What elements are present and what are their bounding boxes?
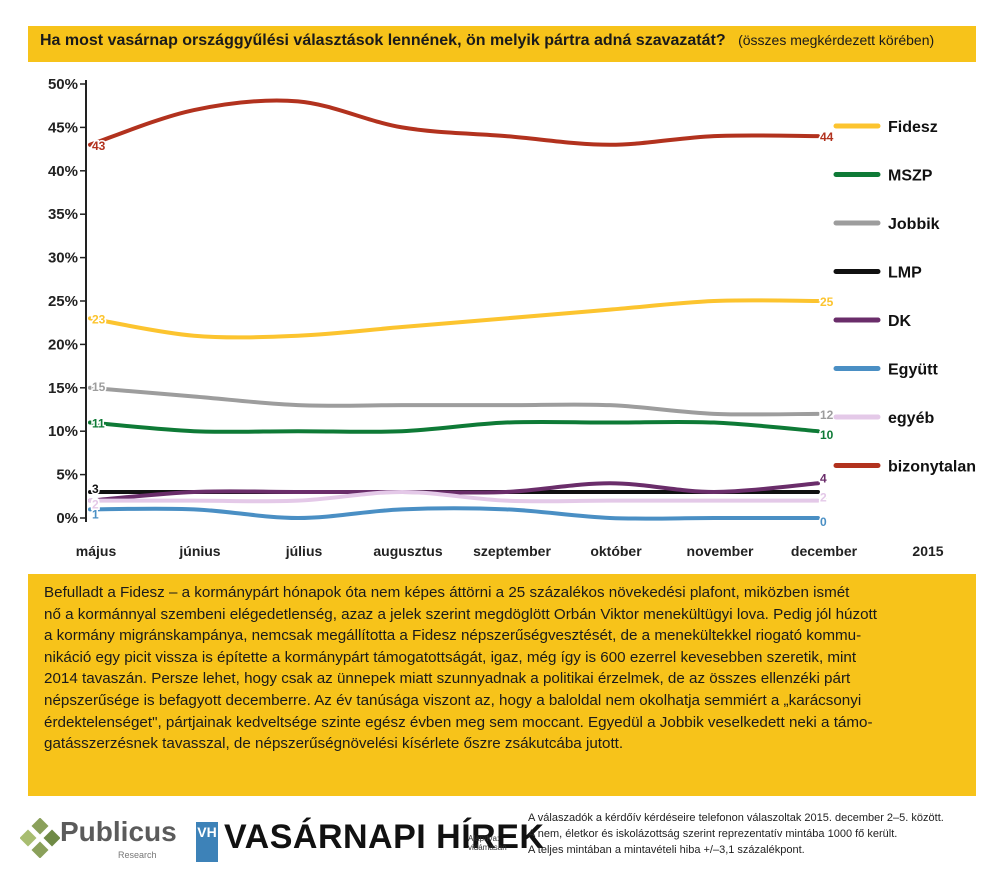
- series-end-label: 4: [820, 471, 827, 485]
- legend-label: Fidesz: [888, 119, 938, 136]
- series-start-label: 1: [92, 507, 99, 521]
- y-tick-label: 0%: [56, 510, 78, 527]
- vasarnapi-hirek-name: VASÁRNAPI HÍREK: [224, 818, 545, 856]
- legend-label: MSZP: [888, 168, 933, 185]
- series-start-label: 2: [92, 497, 99, 511]
- series-start-label: 23: [92, 312, 106, 326]
- footnote: A válaszadók a kérdőív kérdéseire telefo…: [528, 812, 944, 824]
- series-end-label: 44: [820, 130, 834, 144]
- vh-logo-icon: VH: [196, 822, 218, 862]
- article-line: gatásszerzésnek tavasszal, de népszerűsé…: [44, 735, 624, 753]
- series-end-label: 10: [820, 428, 834, 442]
- y-tick-label: 5%: [56, 467, 78, 484]
- series-end-label: 12: [820, 408, 834, 422]
- series-start-label: 43: [92, 139, 106, 153]
- y-tick-label: 10%: [48, 423, 78, 440]
- vasarnapi-hirek-tagline: Alapítva: vidámasan: [468, 834, 507, 852]
- series-end-label: 25: [820, 295, 834, 309]
- x-tick-label: július: [285, 543, 323, 559]
- series-line-Együtt: [88, 506, 820, 521]
- article-line: a kormány migránskampánya, nemcsak megál…: [44, 627, 862, 645]
- footnote: A teljes mintában a mintavételi hiba +/–…: [528, 844, 805, 856]
- x-tick-label: október: [590, 543, 642, 559]
- article-text-box: Befulladt a Fidesz – a kormánypárt hónap…: [28, 574, 976, 796]
- series-line-DK: [88, 481, 820, 503]
- series-line-MSZP: [88, 419, 820, 434]
- y-tick-label: 25%: [48, 293, 78, 310]
- article-line: népszerűsége is befagyott decemberre. Az…: [44, 691, 862, 709]
- y-tick-label: 20%: [48, 336, 78, 353]
- y-tick-label: 45%: [48, 119, 78, 136]
- series-line-Fidesz: [88, 298, 820, 340]
- series-end-label: 2: [820, 491, 827, 505]
- series-end-label: 0: [820, 515, 827, 529]
- chart-question: Ha most vasárnap országgyűlési választás…: [40, 32, 726, 49]
- x-tick-label: november: [687, 543, 754, 559]
- year-label: 2015: [912, 543, 943, 559]
- article-line: nikáció egy picit vissza is építette a k…: [44, 648, 857, 666]
- x-tick-label: augusztus: [373, 543, 442, 559]
- y-tick-label: 40%: [48, 163, 78, 180]
- publicus-logo-icon: [20, 818, 60, 858]
- chart-subtitle: (összes megkérdezett körében): [738, 32, 935, 48]
- series-line-Jobbik: [88, 385, 820, 417]
- line-chart: 50% 45% 40% 35% 30% 25% 20% 15% 10% 5% 0% május júni…: [48, 76, 976, 559]
- x-tick-label: szeptember: [473, 543, 551, 559]
- legend-label: bizonytalan: [888, 459, 976, 476]
- publicus-subtitle: Research: [118, 850, 157, 860]
- x-tick-label: december: [791, 543, 858, 559]
- series-start-label: 15: [92, 380, 106, 394]
- legend-label: Együtt: [888, 362, 938, 379]
- series-start-label: 2: [92, 498, 99, 512]
- survey-footnotes: A válaszadók a kérdőív kérdéseire telefo…: [528, 810, 988, 858]
- y-tick-label: 35%: [48, 206, 78, 223]
- chart-title-bar: Ha most vasárnap országgyűlési választás…: [28, 26, 976, 62]
- article-line: nő a kormánnyal szembeni elégedetlenség,…: [44, 605, 877, 623]
- series-line-egyéb: [88, 489, 820, 504]
- legend-label: egyéb: [888, 410, 934, 427]
- legend-label: Jobbik: [888, 216, 940, 233]
- publicus-name: Publicus: [60, 816, 177, 847]
- series-start-label: 3: [92, 482, 99, 496]
- footnote: A nem, életkor és iskolázottság szerint …: [528, 828, 898, 840]
- article-line: 2014 tavaszán. Persze lehet, hogy csak a…: [44, 670, 851, 688]
- legend-label: LMP: [888, 265, 922, 282]
- series-line-bizonytalan: [88, 98, 820, 147]
- article-line: Befulladt a Fidesz – a kormánypárt hónap…: [44, 584, 850, 601]
- x-tick-label: június: [178, 543, 220, 559]
- y-tick-label: 50%: [48, 76, 78, 93]
- series-end-label: 3: [820, 490, 827, 504]
- legend-label: DK: [888, 313, 912, 330]
- series-start-label: 11: [92, 417, 105, 431]
- y-tick-label: 15%: [48, 380, 78, 397]
- article-line: érdektelenséget", pártjainak kedveltsége…: [44, 713, 873, 731]
- y-tick-label: 30%: [48, 250, 78, 267]
- x-tick-label: május: [76, 543, 117, 559]
